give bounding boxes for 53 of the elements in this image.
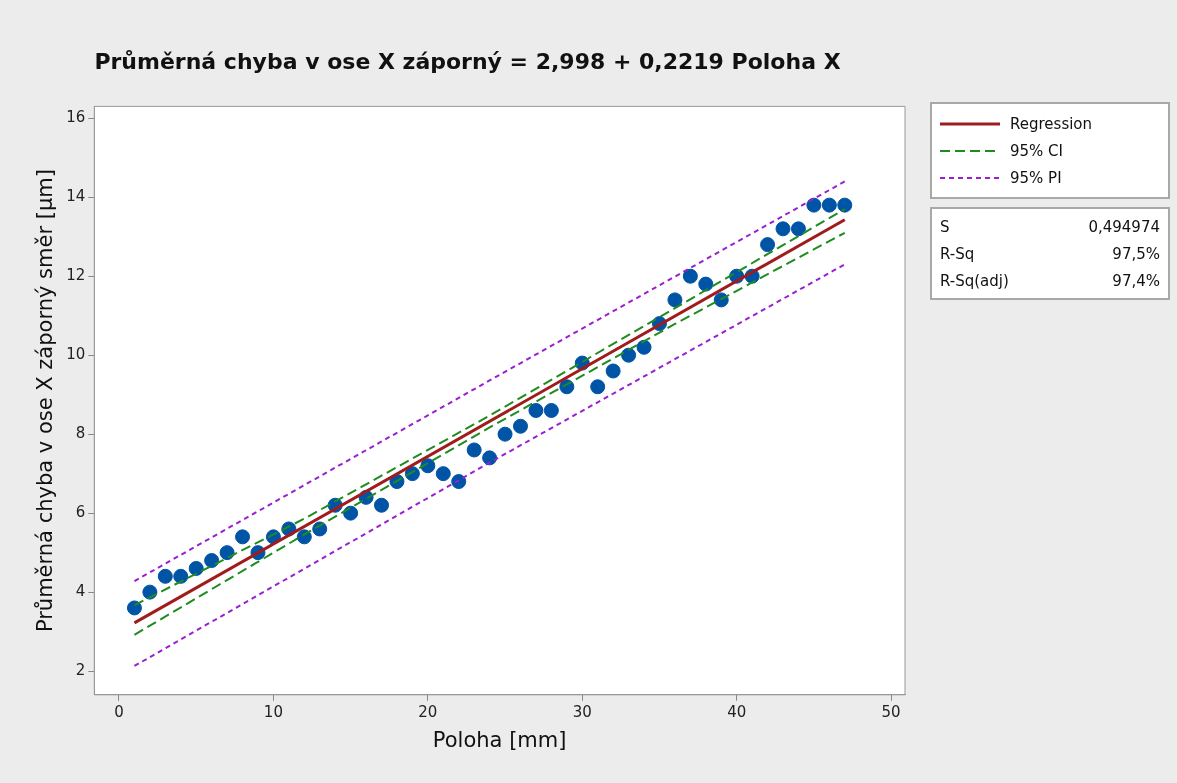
text: R-Sq(adj) 97,4% <box>940 271 1160 290</box>
y-tick-label: 16 <box>66 108 86 127</box>
point <box>235 529 251 545</box>
point <box>821 197 837 213</box>
point <box>837 197 853 213</box>
point <box>451 474 467 490</box>
point <box>466 442 482 458</box>
legend-label: Regression <box>1009 114 1093 133</box>
x-tick-label: 10 <box>263 702 283 721</box>
y-tick-label: 10 <box>66 345 86 364</box>
point <box>806 197 822 213</box>
legend-label: 95% PI <box>1009 168 1062 187</box>
y-tick-label: 4 <box>75 582 86 601</box>
point <box>157 568 173 584</box>
point <box>126 600 142 616</box>
point <box>173 568 189 584</box>
point <box>682 268 698 284</box>
y-tick-label: 12 <box>66 266 86 285</box>
text: R-Sq 97,5% <box>940 244 1160 263</box>
point <box>374 497 390 513</box>
point <box>636 339 652 355</box>
point <box>512 418 528 434</box>
point <box>590 379 606 395</box>
x-tick-label: 50 <box>881 702 901 721</box>
y-tick-label: 6 <box>75 503 86 522</box>
point <box>497 426 513 442</box>
point <box>528 402 544 418</box>
point <box>790 221 806 237</box>
point <box>435 466 451 482</box>
x-tick-label: 40 <box>727 702 747 721</box>
legend-label: 95% CI <box>1009 141 1064 160</box>
point <box>760 237 776 253</box>
x-axis-title: Poloha [mm] <box>432 727 567 752</box>
point <box>605 363 621 379</box>
x-tick-label: 0 <box>114 702 124 721</box>
point <box>698 276 714 292</box>
point <box>775 221 791 237</box>
point <box>343 505 359 521</box>
x-tick-label: 20 <box>418 702 438 721</box>
chart-title: Průměrná chyba v ose X záporný = 2,998 + 0,2219 Poloha X <box>94 48 841 74</box>
text: S 0,494974 <box>940 217 1160 236</box>
point <box>204 553 220 569</box>
point <box>621 347 637 363</box>
y-tick-label: 2 <box>75 661 86 679</box>
y-tick-label: 14 <box>66 187 86 206</box>
point <box>667 292 683 308</box>
point <box>188 560 204 576</box>
point <box>543 402 559 418</box>
y-tick-label: 8 <box>75 424 86 443</box>
point <box>482 450 498 466</box>
x-tick-label: 30 <box>572 702 592 721</box>
y-axis-title: Průměrná chyba v ose X záporný směr [µm] <box>33 169 58 633</box>
point <box>219 545 235 561</box>
